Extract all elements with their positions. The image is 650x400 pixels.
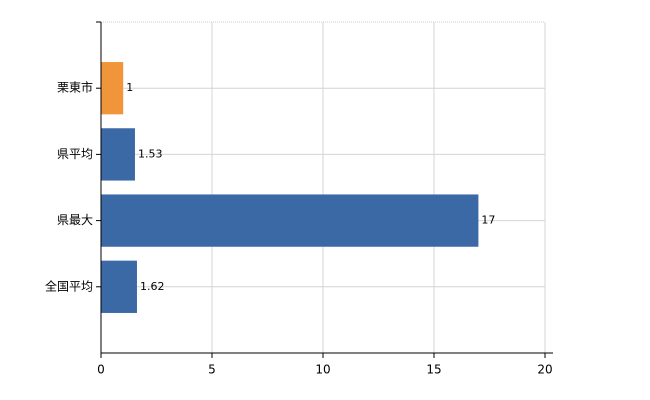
x-tick-label: 0	[97, 363, 105, 377]
bar	[101, 128, 135, 181]
bar	[101, 260, 137, 313]
y-tick-label: 県平均	[57, 147, 93, 161]
value-label: 1	[126, 81, 133, 94]
value-label: 1.53	[138, 147, 163, 160]
y-tick-label: 全国平均	[45, 278, 93, 293]
value-label: 17	[481, 214, 495, 227]
x-tick-label: 20	[537, 363, 552, 377]
y-tick-label: 県最大	[57, 213, 93, 227]
bar	[101, 62, 124, 115]
value-label: 1.62	[140, 280, 165, 293]
bar	[101, 194, 479, 247]
x-tick-label: 15	[426, 363, 441, 377]
x-tick-label: 5	[208, 363, 216, 377]
y-tick-label: 栗東市	[57, 80, 93, 95]
x-tick-label: 10	[315, 363, 330, 377]
